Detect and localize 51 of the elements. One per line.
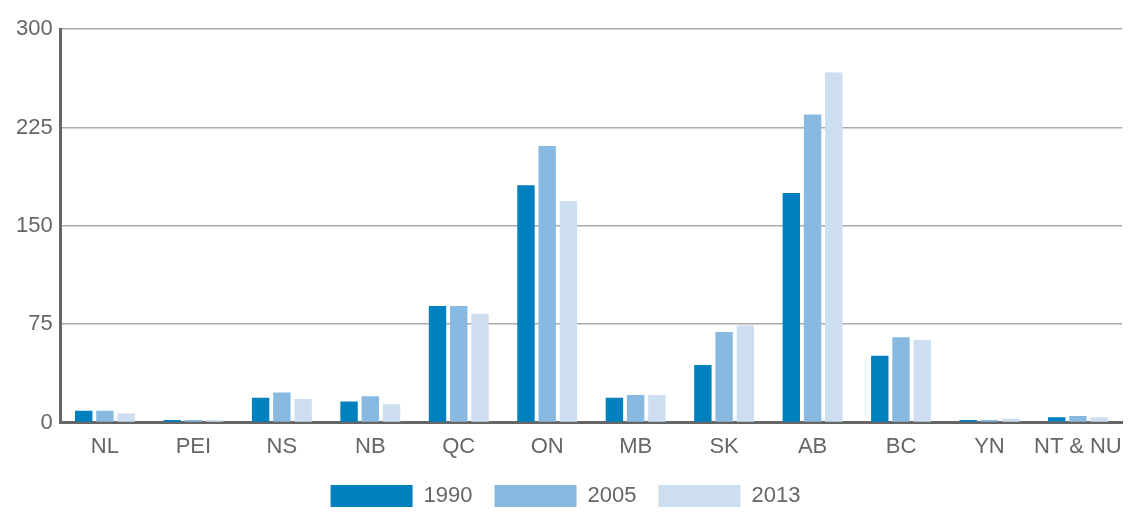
bar <box>538 145 556 422</box>
y-tick-label: 300 <box>15 15 53 41</box>
bar <box>1001 418 1020 422</box>
bar <box>294 399 312 422</box>
x-tick-label: AB <box>797 432 828 458</box>
x-tick-label: NL <box>90 432 119 458</box>
bar <box>273 392 291 422</box>
x-tick-label: BC <box>885 432 917 458</box>
bar <box>1069 416 1087 422</box>
legend-label: 2013 <box>751 482 801 508</box>
bar <box>803 114 822 422</box>
x-tick-label: SK <box>709 432 740 458</box>
bar <box>892 337 910 422</box>
bar <box>736 325 755 422</box>
x-tick-label: ON <box>530 432 564 458</box>
bar <box>361 396 379 422</box>
bar <box>913 339 931 422</box>
bar <box>382 404 401 422</box>
bar <box>96 410 114 422</box>
bar <box>871 355 889 422</box>
x-tick-label: NS <box>266 432 298 458</box>
x-tick-label: NT & NU <box>1034 432 1122 458</box>
bar <box>1047 417 1066 422</box>
bar <box>605 397 624 422</box>
bar <box>1090 417 1108 422</box>
bar <box>251 397 270 422</box>
y-tick-label: 225 <box>15 113 53 139</box>
bar <box>694 364 712 422</box>
bar <box>715 332 733 422</box>
bar <box>75 410 93 422</box>
bar <box>559 200 578 422</box>
x-tick-label: PEI <box>175 432 212 458</box>
x-tick-label: NB <box>355 432 386 458</box>
bar <box>450 305 468 422</box>
y-tick-label: 75 <box>28 310 53 336</box>
bar <box>471 313 489 422</box>
bar <box>117 413 135 422</box>
x-tick-label: YN <box>974 432 1005 458</box>
bar <box>782 193 801 422</box>
bar <box>648 395 666 422</box>
bar <box>825 72 843 422</box>
bar <box>517 185 535 422</box>
bar <box>626 395 645 422</box>
legend-label: 2005 <box>587 482 637 508</box>
y-tick-label: 150 <box>15 211 53 237</box>
x-tick-label: QC <box>442 432 476 458</box>
y-tick-label: 0 <box>40 408 53 434</box>
legend-label: 1990 <box>423 482 473 508</box>
bar <box>428 305 447 422</box>
x-tick-label: MB <box>619 432 653 458</box>
bar <box>340 401 358 422</box>
